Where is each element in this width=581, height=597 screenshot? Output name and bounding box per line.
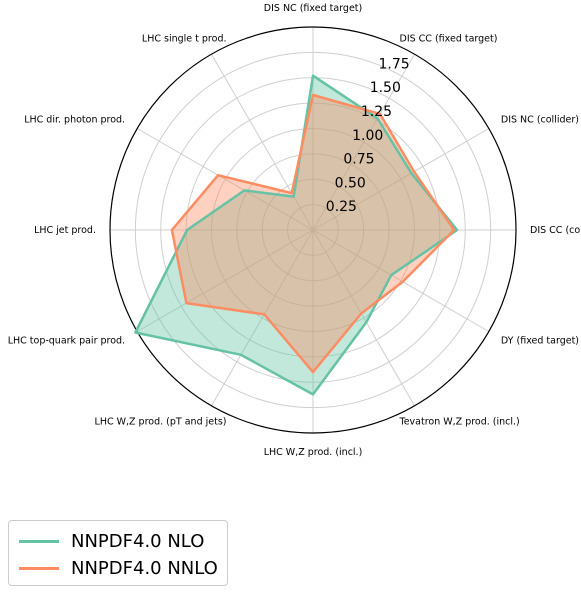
category-label-5: Tevatron W,Z prod. (incl.): [399, 416, 520, 427]
category-label-7: LHC W,Z prod. (pT and jets): [95, 416, 227, 427]
category-label-4: DY (fixed target): [501, 336, 579, 347]
legend-swatch-nlo: [19, 540, 59, 543]
series-layer: [135, 76, 457, 395]
category-label-11: LHC single t prod.: [142, 34, 227, 45]
category-label-3: DIS CC (collider): [530, 225, 581, 236]
category-label-10: LHC dir. photon prod.: [24, 115, 125, 126]
category-label-2: DIS NC (collider): [501, 115, 579, 126]
category-label-6: LHC W,Z prod. (incl.): [264, 447, 363, 458]
category-label-9: LHC jet prod.: [34, 225, 96, 236]
category-label-0: DIS NC (fixed target): [264, 3, 362, 14]
category-label-8: LHC top-quark pair prod.: [8, 336, 125, 347]
radial-tick-label-6: 1.75: [379, 56, 410, 72]
radial-tick-label-4: 1.25: [361, 104, 392, 120]
legend-label-nlo: NNPDF4.0 NLO: [71, 531, 204, 552]
legend-item-nnlo: NNPDF4.0 NNLO: [19, 556, 218, 580]
legend-label-nnlo: NNPDF4.0 NNLO: [71, 558, 218, 579]
radial-tick-label-3: 1.00: [352, 128, 383, 144]
radial-tick-label-5: 1.50: [370, 80, 401, 96]
legend-swatch-nnlo: [19, 567, 59, 570]
legend-item-nlo: NNPDF4.0 NLO: [19, 529, 204, 553]
radial-tick-label-2: 0.75: [343, 152, 374, 168]
radial-tick-label-1: 0.50: [335, 175, 366, 191]
legend: NNPDF4.0 NLO NNPDF4.0 NNLO: [8, 520, 228, 586]
category-label-1: DIS CC (fixed target): [400, 34, 498, 45]
radial-tick-label-0: 0.25: [326, 199, 357, 215]
